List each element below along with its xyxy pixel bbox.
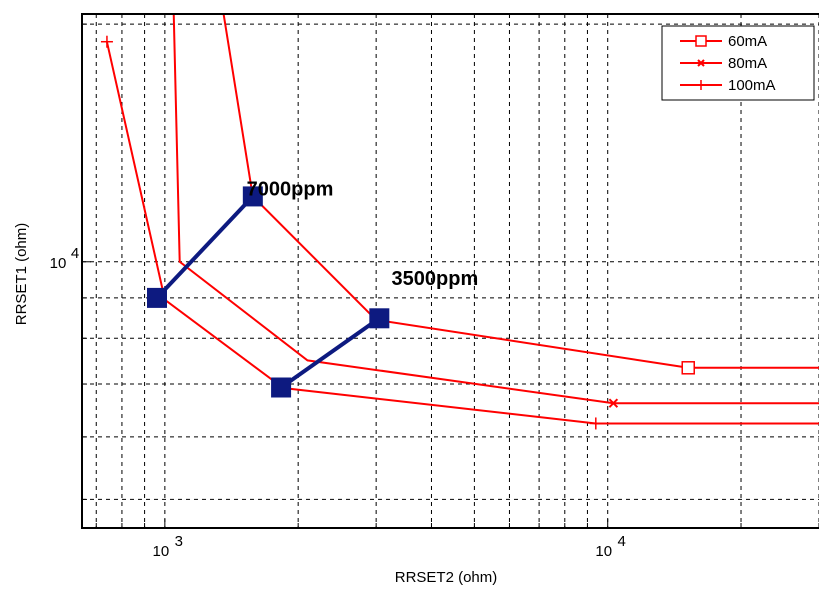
series-marker-80mA bbox=[608, 398, 619, 408]
legend: 60mA 80mA 100mA bbox=[661, 25, 815, 101]
y-axis-label: RRSET1 (ohm) bbox=[13, 223, 30, 326]
legend-marker bbox=[695, 35, 707, 47]
legend-entry-80mA: 80mA bbox=[680, 55, 767, 72]
legend-label: 80mA bbox=[728, 55, 767, 72]
overlay-square-marker bbox=[271, 377, 292, 398]
series-marker-100mA bbox=[589, 417, 602, 430]
overlay-line bbox=[279, 316, 381, 390]
overlay-line bbox=[155, 195, 255, 300]
legend-label: 100mA bbox=[728, 77, 776, 94]
overlay-square-marker bbox=[369, 308, 390, 329]
overlay-square-marker bbox=[147, 287, 168, 308]
overlay-layer bbox=[147, 186, 390, 398]
series-line-80mA bbox=[172, 14, 819, 405]
legend-label: 60mA bbox=[728, 33, 767, 50]
plot-frame bbox=[81, 13, 819, 529]
x-tick-label: 10 bbox=[595, 543, 612, 560]
series-marker-60mA bbox=[681, 361, 695, 375]
annotation-layer: 7000ppm 3500ppm bbox=[247, 179, 479, 290]
grid-lines bbox=[82, 14, 819, 528]
x-tick-label: 10 bbox=[153, 543, 170, 560]
y-tick-exponent: 4 bbox=[71, 245, 79, 262]
legend-marker bbox=[697, 59, 705, 67]
legend-entry-60mA: 60mA bbox=[680, 33, 767, 50]
series-marker-100mA bbox=[100, 35, 113, 48]
annotation-label: 3500ppm bbox=[392, 268, 479, 290]
x-tick-exponent: 4 bbox=[618, 533, 626, 550]
x-axis-label: RRSET2 (ohm) bbox=[395, 569, 498, 586]
y-tick-label: 10 bbox=[50, 255, 67, 272]
overlay-square-marker bbox=[242, 186, 263, 207]
x-tick-exponent: 3 bbox=[175, 533, 183, 550]
annotation-label: 7000ppm bbox=[247, 179, 334, 201]
legend-marker bbox=[696, 80, 706, 90]
legend-entry-100mA: 100mA bbox=[680, 77, 776, 94]
